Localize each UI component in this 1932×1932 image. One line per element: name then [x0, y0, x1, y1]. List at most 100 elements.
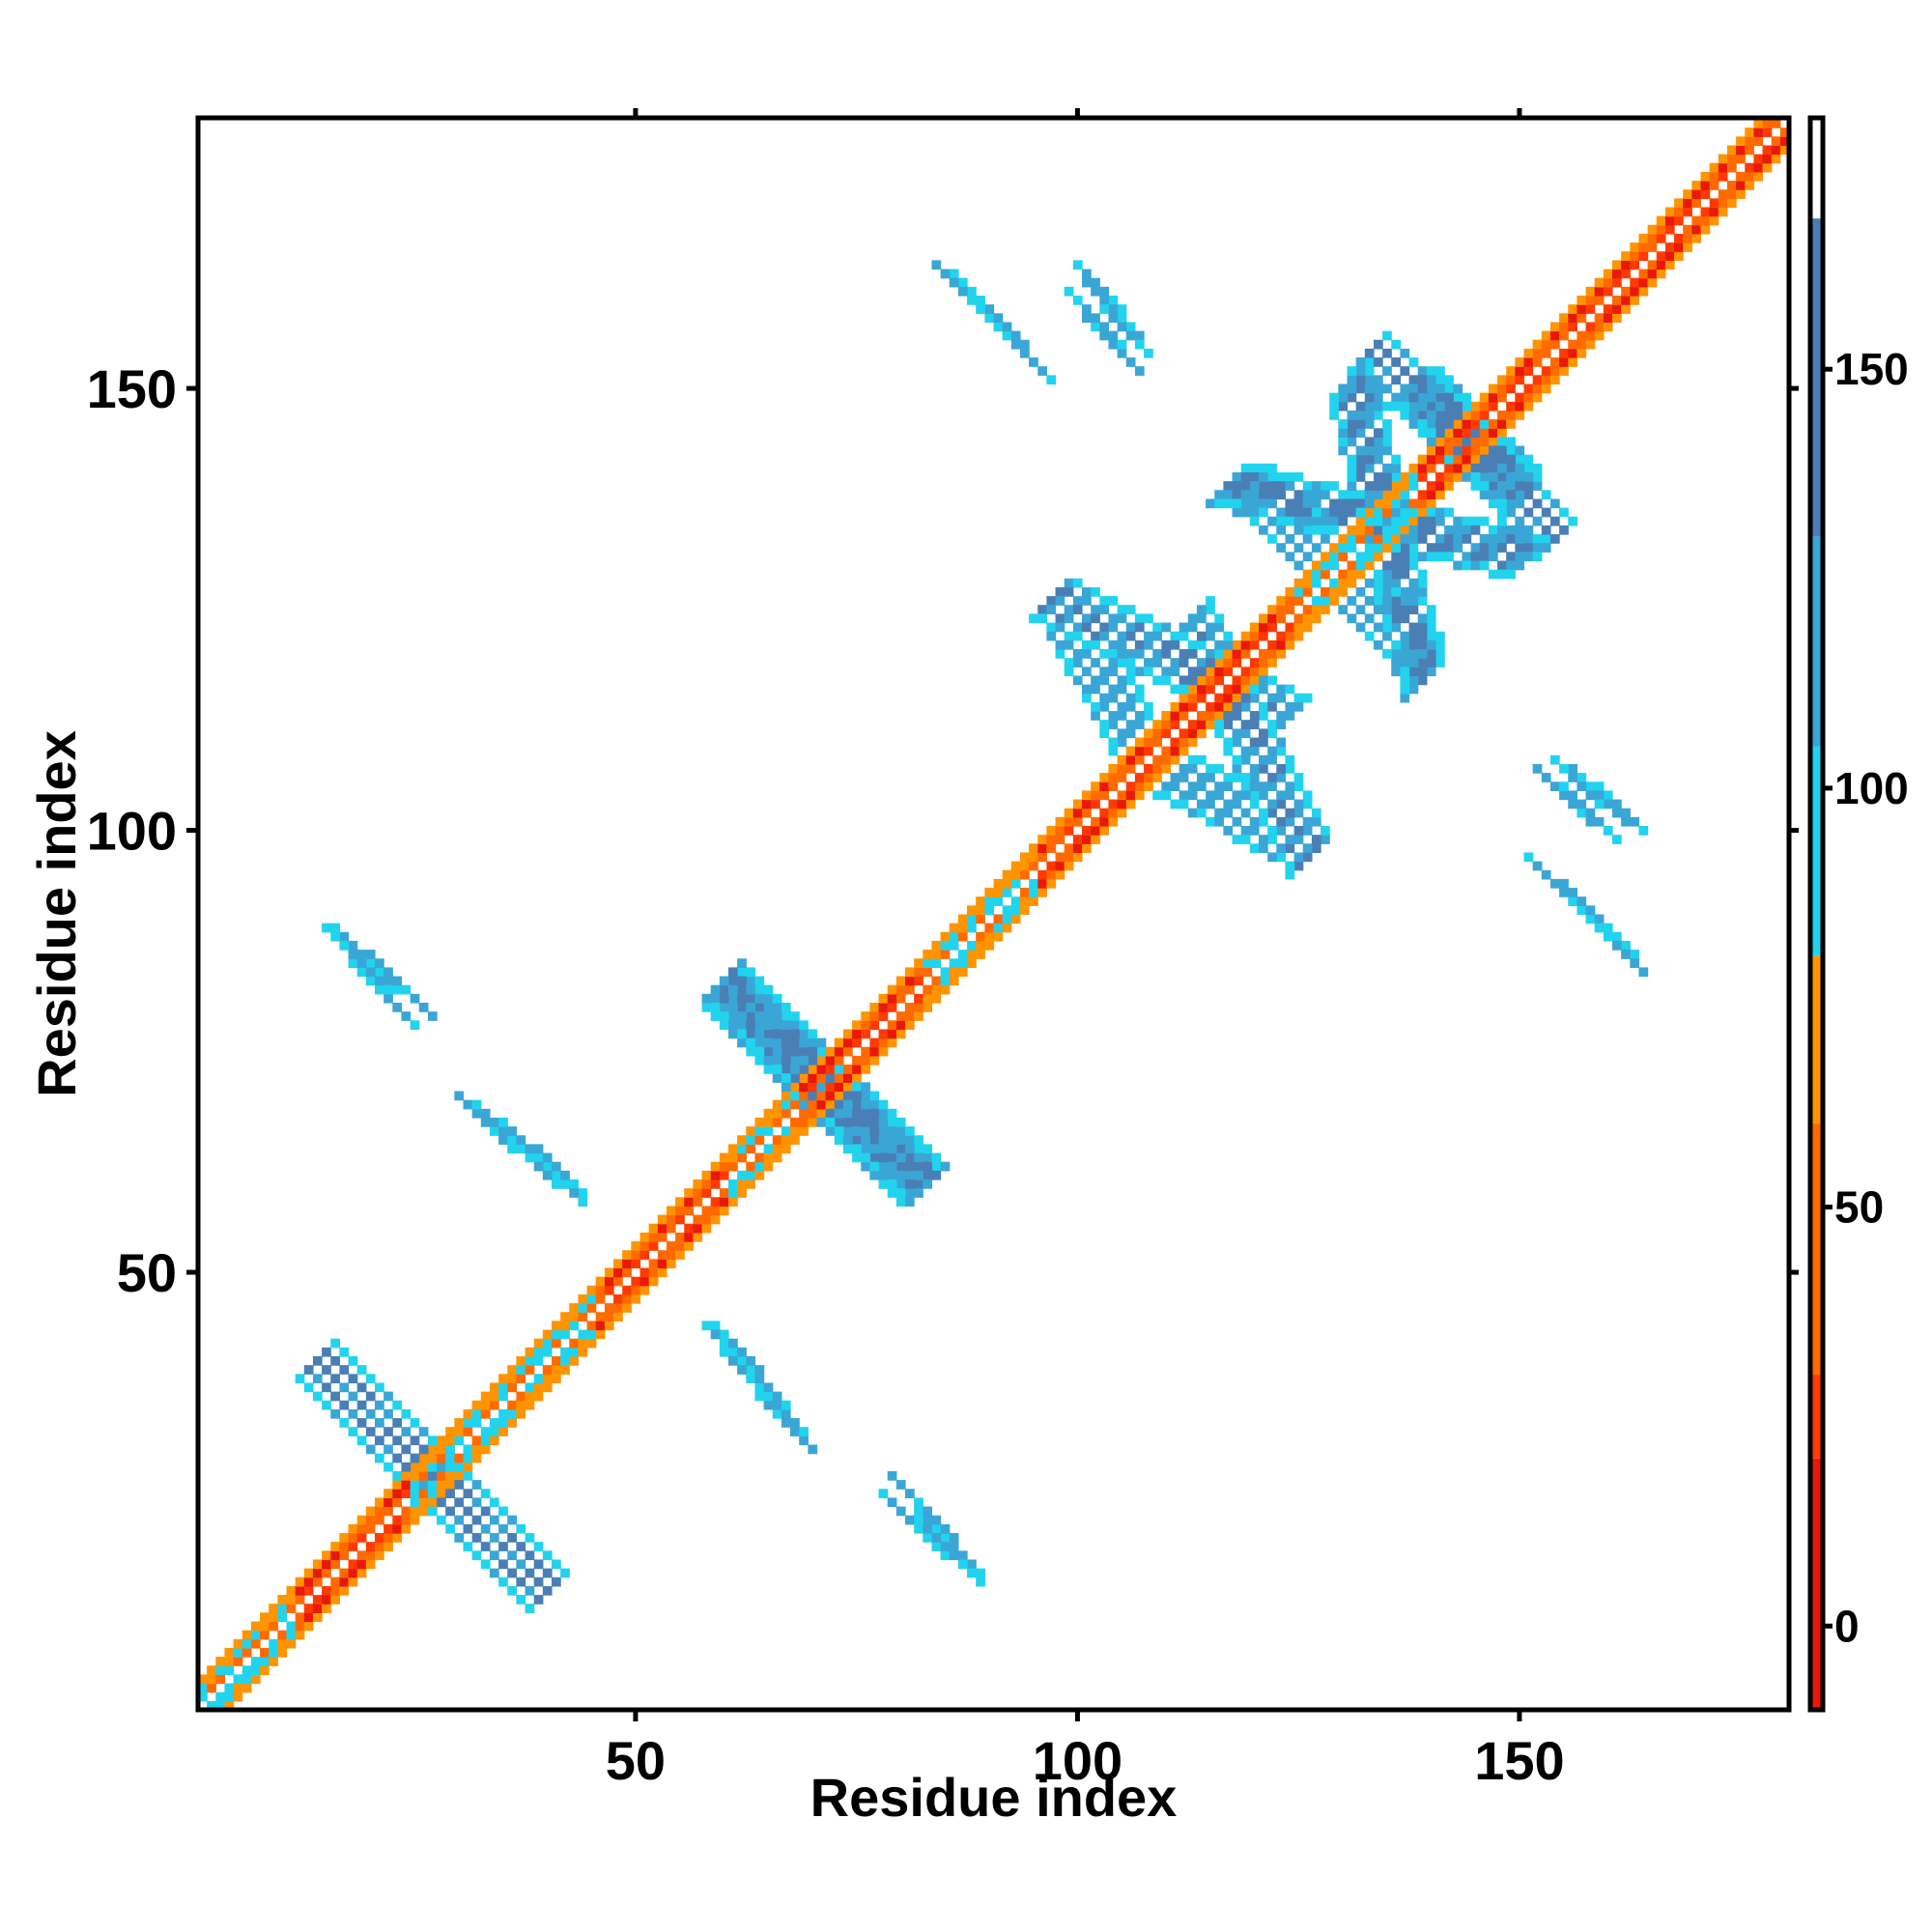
heatmap-cell — [763, 1046, 774, 1057]
heatmap-cell — [1664, 260, 1675, 270]
heatmap-cell — [1683, 224, 1692, 235]
heatmap-cell — [1232, 773, 1242, 782]
heatmap-cell — [1302, 534, 1313, 544]
heatmap-cell — [525, 1400, 535, 1410]
heatmap-cell — [1134, 693, 1145, 703]
heatmap-cell — [1515, 481, 1525, 491]
heatmap-cell — [437, 1470, 446, 1481]
heatmap-cell — [1240, 667, 1251, 677]
heatmap-cell — [1417, 596, 1428, 606]
heatmap-cell — [1762, 119, 1773, 128]
heatmap-cell — [1338, 419, 1349, 429]
heatmap-cell — [639, 1250, 650, 1260]
heatmap-cell — [375, 1515, 384, 1525]
heatmap-cell — [834, 1073, 844, 1083]
heatmap-cell — [1285, 754, 1295, 765]
heatmap-cell — [993, 313, 1004, 324]
heatmap-cell — [781, 1144, 791, 1154]
heatmap-cell — [1585, 339, 1596, 350]
heatmap-cell — [445, 1435, 455, 1446]
heatmap-cell — [463, 1427, 473, 1436]
heatmap-cell — [375, 1497, 384, 1508]
heatmap-cell — [1568, 357, 1577, 367]
heatmap-cell — [737, 1144, 747, 1154]
heatmap-cell — [1240, 649, 1251, 659]
colorbar-band — [1810, 218, 1823, 537]
heatmap-cell — [375, 958, 384, 968]
heatmap-cell — [356, 1559, 367, 1570]
heatmap-cell — [1108, 330, 1119, 341]
heatmap-cell — [1532, 384, 1543, 394]
heatmap-cell — [763, 1161, 774, 1172]
heatmap-cell — [471, 1550, 482, 1561]
heatmap-cell — [1470, 410, 1481, 420]
heatmap-cell — [401, 1011, 412, 1021]
heatmap-cell — [1285, 808, 1295, 818]
heatmap-cell — [728, 1356, 738, 1366]
heatmap-cell — [825, 1099, 836, 1110]
heatmap-cell — [923, 1179, 933, 1189]
heatmap-cell — [1214, 763, 1224, 774]
heatmap-cell — [1382, 622, 1392, 633]
heatmap-cell — [1479, 419, 1490, 429]
heatmap-cell — [967, 940, 977, 951]
heatmap-cell — [1196, 781, 1207, 791]
heatmap-cell — [1152, 720, 1162, 729]
heatmap-cell — [613, 1293, 623, 1304]
heatmap-cell — [1240, 773, 1251, 782]
heatmap-cell — [1029, 888, 1038, 897]
heatmap-cell — [1099, 773, 1110, 782]
heatmap-cell — [1064, 861, 1074, 871]
heatmap-cell — [1400, 498, 1410, 509]
heatmap-cell — [1091, 781, 1100, 791]
heatmap-cell — [295, 1621, 305, 1632]
heatmap-cell — [1488, 392, 1498, 403]
heatmap-cell — [1603, 322, 1613, 332]
heatmap-cell — [1612, 304, 1622, 314]
heatmap-cell — [525, 1356, 535, 1366]
heatmap-cell — [1302, 622, 1313, 633]
heatmap-cell — [604, 1321, 614, 1331]
heatmap-cell — [799, 1108, 809, 1119]
heatmap-cell — [790, 1055, 800, 1065]
heatmap-cell — [1214, 693, 1224, 703]
heatmap-cell — [887, 1161, 897, 1172]
heatmap-cell — [1293, 543, 1304, 553]
heatmap-cell — [365, 967, 376, 978]
heatmap-cell — [887, 993, 897, 1004]
heatmap-cell — [1249, 711, 1260, 721]
heatmap-cell — [375, 1435, 384, 1446]
heatmap-cell — [905, 1489, 915, 1498]
heatmap-cell — [1019, 852, 1030, 863]
heatmap-cell — [710, 993, 721, 1004]
heatmap-cell — [613, 1303, 623, 1313]
heatmap-cell — [1435, 481, 1445, 491]
heatmap-cell — [1311, 498, 1321, 509]
heatmap-cell — [454, 1515, 465, 1525]
heatmap-cell — [895, 1161, 906, 1172]
heatmap-cell — [1187, 675, 1198, 686]
heatmap-cell — [1417, 631, 1428, 641]
heatmap-cell — [1338, 569, 1349, 580]
heatmap-cell — [1612, 313, 1622, 324]
heatmap-cell — [1559, 781, 1569, 791]
heatmap-cell — [1497, 375, 1507, 385]
heatmap-cell — [781, 1400, 791, 1410]
heatmap-cell — [1223, 826, 1234, 836]
heatmap-cell — [1470, 419, 1481, 429]
heatmap-cell — [1259, 675, 1268, 686]
heatmap-cell — [392, 1453, 403, 1463]
heatmap-cell — [1612, 260, 1622, 270]
heatmap-cell — [1745, 136, 1754, 147]
heatmap-cell — [1338, 516, 1349, 526]
heatmap-cell — [1568, 896, 1577, 906]
heatmap-cell — [1091, 701, 1100, 712]
heatmap-cell — [330, 1374, 340, 1384]
heatmap-cell — [552, 1321, 561, 1331]
heatmap-cell — [533, 1559, 544, 1570]
heatmap-cell — [781, 1003, 791, 1012]
heatmap-cell — [993, 931, 1004, 942]
heatmap-cell — [330, 1559, 340, 1570]
